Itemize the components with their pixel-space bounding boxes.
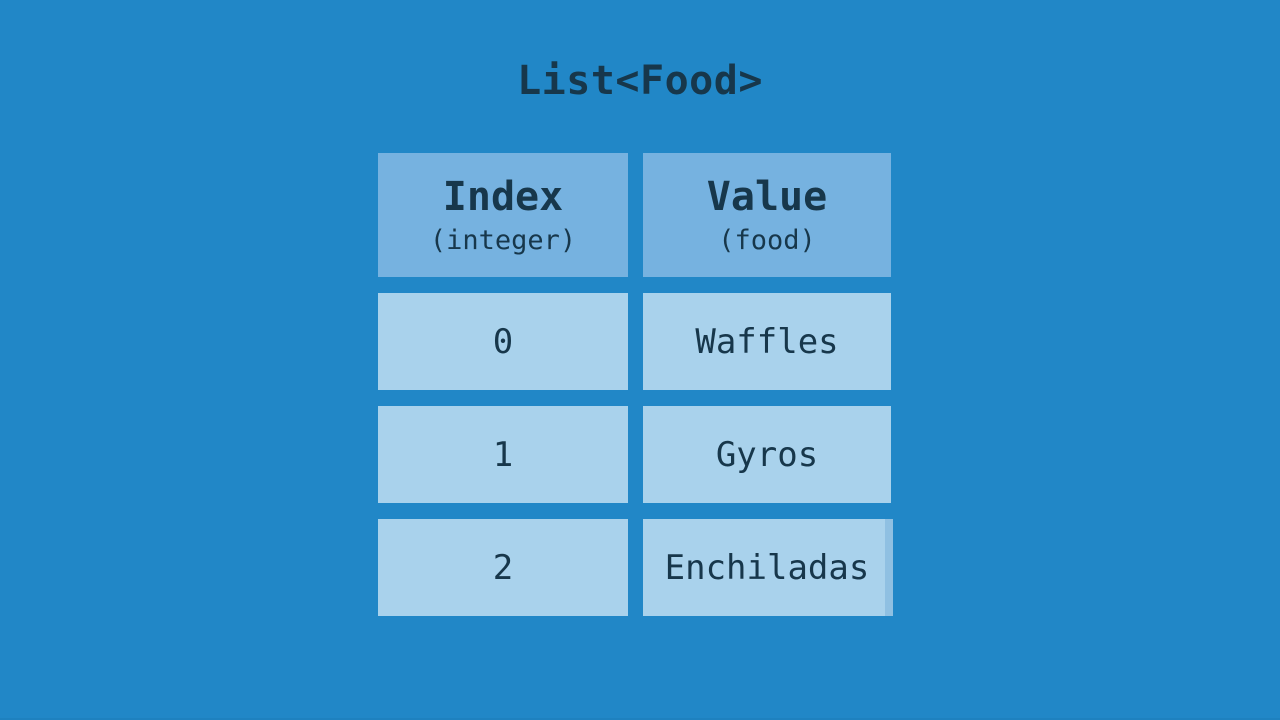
table-cell-index-0: 0 xyxy=(378,293,628,390)
column-header-value-label: Value xyxy=(706,173,828,220)
column-header-index-type: (integer) xyxy=(429,224,577,256)
table-cell-index-2: 2 xyxy=(378,519,628,616)
table-cell-value-0: Waffles xyxy=(643,293,891,390)
cell-edge-artifact xyxy=(885,519,893,616)
column-header-value: Value (food) xyxy=(643,153,891,277)
table-cell-value-2: Enchiladas xyxy=(643,519,893,616)
table-cell-index-1: 1 xyxy=(378,406,628,503)
page-title: List<Food> xyxy=(517,58,763,104)
table-cell-value-1: Gyros xyxy=(643,406,891,503)
column-header-value-type: (food) xyxy=(718,224,816,256)
list-table: Index (integer) Value (food) 0 Waffles 1… xyxy=(378,153,893,616)
bottom-edge-shade xyxy=(0,718,1280,720)
column-header-index: Index (integer) xyxy=(378,153,628,277)
column-header-index-label: Index xyxy=(442,173,564,220)
